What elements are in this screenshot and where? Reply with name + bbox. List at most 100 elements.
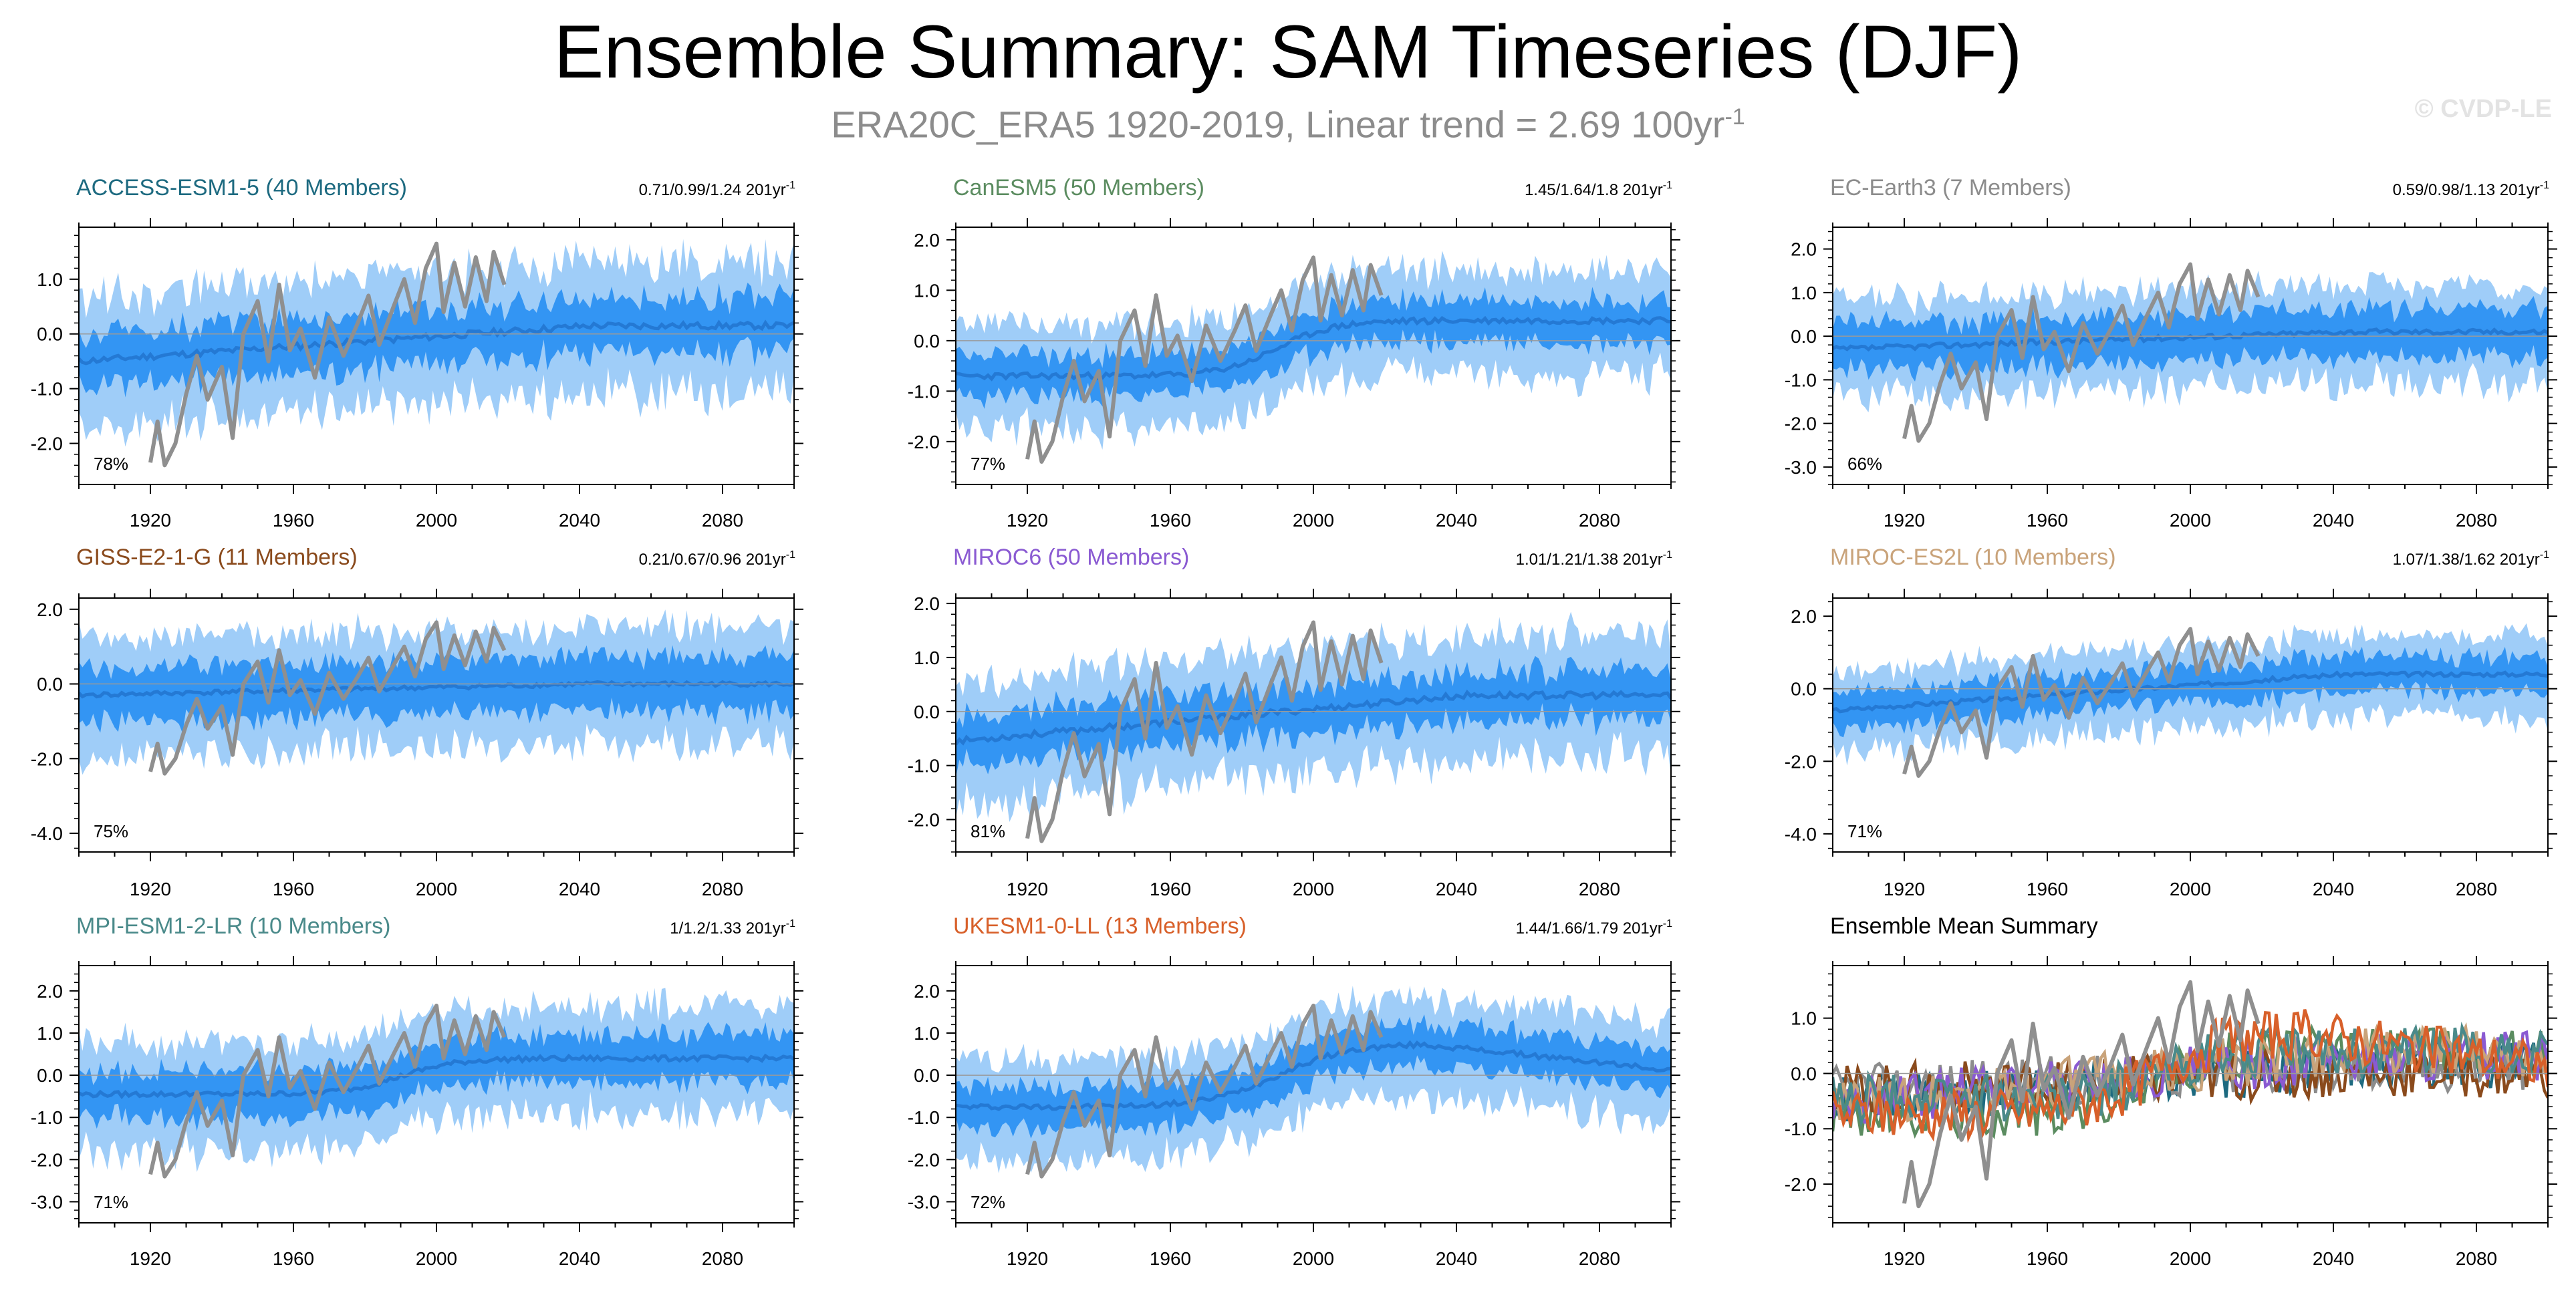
y-tick-label: -2.0: [31, 748, 63, 769]
panel-trend-text: 0.21/0.67/0.96 201yr: [639, 551, 786, 569]
y-tick-label: 0.0: [37, 324, 63, 345]
x-tick-label: 1960: [2027, 510, 2068, 531]
panel-title: MIROC6 (50 Members): [953, 545, 1189, 570]
y-tick-label: 1.0: [914, 280, 940, 301]
plot-area: [956, 251, 1671, 464]
panel-trend: 1.07/1.38/1.62 201yr-1: [2393, 549, 2550, 569]
x-tick-label: 1960: [273, 510, 314, 531]
x-tick-label: 2080: [2456, 879, 2497, 899]
observations-line: [1902, 980, 2261, 1209]
panel-percent: 75%: [94, 821, 128, 841]
x-tick-label: 1920: [130, 1248, 171, 1269]
x-tick-label: 2040: [559, 510, 600, 531]
page-title: Ensemble Summary: SAM Timeseries (DJF): [553, 10, 2023, 94]
observations-line: [148, 620, 507, 776]
y-tick-label: 1.0: [1791, 1008, 1817, 1029]
ensemble-mean-line: [956, 1040, 1671, 1111]
chart-panel: MIROC6 (50 Members) 1.01/1.21/1.38 201yr-…: [908, 545, 1680, 899]
observations-line: [1025, 620, 1384, 843]
panel-percent: 71%: [94, 1192, 128, 1212]
panel-title: UKESM1-0-LL (13 Members): [953, 913, 1247, 939]
panel-trend-superscript: -1: [2540, 549, 2549, 561]
y-tick-label: 0.0: [1791, 326, 1817, 347]
chart-panel: CanESM5 (50 Members) 1.45/1.64/1.8 201yr-…: [908, 175, 1680, 531]
observations-line: [1025, 255, 1384, 464]
y-tick-label: 2.0: [914, 593, 940, 614]
y-tick-label: -2.0: [1785, 414, 1817, 434]
x-tick-label: 1920: [1007, 1248, 1048, 1269]
panel-title: ACCESS-ESM1-5 (40 Members): [76, 175, 407, 200]
chart-panel: GISS-E2-1-G (11 Members) 0.21/0.67/0.96 2…: [31, 545, 803, 899]
panel-trend-superscript: -1: [1663, 549, 1672, 561]
y-tick-label: -1.0: [1785, 370, 1817, 390]
y-tick-label: -3.0: [31, 1191, 63, 1212]
panel-trend-text: 1.07/1.38/1.62 201yr: [2393, 551, 2540, 569]
y-tick-label: 0.0: [1791, 679, 1817, 700]
x-tick-label: 2080: [702, 510, 743, 531]
x-tick-label: 2040: [1436, 1248, 1477, 1269]
y-tick-label: 0.0: [914, 331, 940, 351]
y-tick-label: -4.0: [31, 823, 63, 844]
x-tick-label: 2080: [1579, 879, 1620, 899]
plot-area: [79, 988, 794, 1179]
x-tick-label: 2080: [702, 1248, 743, 1269]
panel-percent: 71%: [1847, 821, 1882, 841]
x-tick-label: 2000: [416, 510, 457, 531]
panel-title: Ensemble Mean Summary: [1830, 913, 2098, 939]
observations-line: [148, 241, 507, 468]
panel-trend: 0.21/0.67/0.96 201yr-1: [639, 549, 796, 569]
y-tick-label: -1.0: [31, 1107, 63, 1128]
ensemble-mean-line: [79, 680, 794, 699]
y-tick-label: -2.0: [908, 432, 940, 452]
observations-line: [1025, 1003, 1384, 1179]
x-tick-label: 2040: [2313, 510, 2354, 531]
y-tick-label: -4.0: [1785, 824, 1817, 845]
x-tick-label: 2040: [559, 1248, 600, 1269]
x-tick-label: 1920: [1884, 879, 1925, 899]
panel-trend: 0.71/0.99/1.24 201yr-1: [639, 180, 796, 199]
panel-title: CanESM5 (50 Members): [953, 175, 1204, 200]
y-tick-label: 2.0: [37, 599, 63, 620]
panel-trend-superscript: -1: [1663, 918, 1672, 929]
chart-panel: EC-Earth3 (7 Members) 0.59/0.98/1.13 201y…: [1785, 175, 2557, 531]
x-tick-label: 2000: [1293, 510, 1334, 531]
y-tick-label: -2.0: [31, 434, 63, 454]
y-tick-label: -2.0: [1785, 751, 1817, 772]
x-tick-label: 2080: [2456, 1248, 2497, 1269]
x-tick-label: 2080: [702, 879, 743, 899]
plot-area: [956, 611, 1671, 843]
panel-title: EC-Earth3 (7 Members): [1830, 175, 2071, 200]
panel-title: MPI-ESM1-2-LR (10 Members): [76, 913, 390, 939]
y-tick-label: -1.0: [908, 756, 940, 776]
series-line: [1833, 1009, 2548, 1143]
subtitle-text: ERA20C_ERA5 1920-2019, Linear trend = 2.…: [831, 103, 1725, 146]
page-subtitle: ERA20C_ERA5 1920-2019, Linear trend = 2.…: [0, 94, 2576, 148]
x-tick-label: 2000: [416, 1248, 457, 1269]
chart-panel: UKESM1-0-LL (13 Members) 1.44/1.66/1.79 2…: [908, 913, 1680, 1269]
x-tick-label: 1920: [130, 879, 171, 899]
observations-line: [1902, 262, 2261, 443]
panel-percent: 78%: [94, 454, 128, 474]
x-tick-label: 1920: [1884, 1248, 1925, 1269]
chart-panel: MPI-ESM1-2-LR (10 Members) 1/1.2/1.33 201…: [31, 913, 803, 1269]
y-tick-label: 0.0: [914, 702, 940, 722]
x-tick-label: 2040: [2313, 879, 2354, 899]
observations-line: [148, 1003, 507, 1179]
ensemble-mean-line: [79, 319, 794, 366]
y-tick-label: 2.0: [37, 981, 63, 1002]
x-tick-label: 1960: [1150, 879, 1191, 899]
y-tick-label: 2.0: [914, 981, 940, 1002]
y-tick-label: -3.0: [908, 1191, 940, 1212]
y-tick-label: -2.0: [908, 809, 940, 830]
panel-trend: 1.01/1.21/1.38 201yr-1: [1516, 549, 1673, 569]
x-tick-label: 2040: [1436, 879, 1477, 899]
ensemble-interquartile-band: [956, 656, 1671, 778]
y-tick-label: 2.0: [1791, 606, 1817, 627]
chart-panel: Ensemble Mean Summary 1.0 0.0 -1.0 -2.0 1920 1…: [1785, 913, 2557, 1269]
y-tick-label: -1.0: [908, 1107, 940, 1128]
y-tick-label: 1.0: [1791, 283, 1817, 303]
panel-trend-superscript: -1: [1663, 180, 1672, 191]
x-tick-label: 1920: [1884, 510, 1925, 531]
panel-trend-superscript: -1: [786, 180, 795, 191]
panel-trend-superscript: -1: [2540, 180, 2549, 191]
